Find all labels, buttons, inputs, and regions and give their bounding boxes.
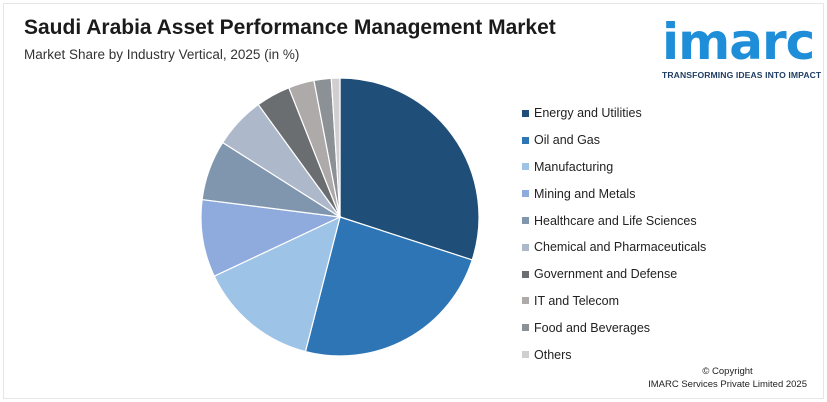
pie-slice-energy-and-utilities <box>339 77 480 261</box>
logo-wordmark: imarc <box>662 13 815 71</box>
legend-label: IT and Telecom <box>534 293 620 308</box>
legend-swatch <box>522 351 529 359</box>
legend-swatch <box>522 324 529 332</box>
chart-frame: Saudi Arabia Asset Performance Managemen… <box>3 3 824 399</box>
pie-slice-others <box>330 77 341 218</box>
chart-legend: Energy and Utilities Oil and Gas Manufactu… <box>522 100 706 368</box>
legend-label: Energy and Utilities <box>534 106 642 121</box>
legend-swatch <box>522 270 529 278</box>
chart-subtitle: Market Share by Industry Vertical, 2025 … <box>24 47 300 62</box>
legend-label: Chemical and Pharmaceuticals <box>534 240 707 255</box>
legend-item: Food and Beverages <box>522 314 706 341</box>
imarc-logo: imarc TRANSFORMING IDEAS INTO IMPACT <box>660 13 822 84</box>
legend-item: IT and Telecom <box>522 288 706 315</box>
legend-swatch <box>522 136 529 144</box>
legend-item: Oil and Gas <box>522 127 706 154</box>
legend-label: Others <box>534 347 572 362</box>
legend-item: Manufacturing <box>522 154 706 181</box>
legend-swatch <box>522 243 529 251</box>
legend-swatch <box>522 190 529 198</box>
legend-swatch <box>522 109 529 117</box>
legend-item: Mining and Metals <box>522 180 706 207</box>
logo-tagline: TRANSFORMING IDEAS INTO IMPACT <box>662 70 822 80</box>
copyright-line: © Copyright <box>702 366 753 377</box>
legend-item: Healthcare and Life Sciences <box>522 207 706 234</box>
legend-label: Manufacturing <box>534 159 614 174</box>
pie-slice-oil-and-gas <box>304 216 473 357</box>
legend-label: Mining and Metals <box>534 186 636 201</box>
legend-swatch <box>522 163 529 171</box>
legend-label: Oil and Gas <box>534 133 601 148</box>
legend-item: Energy and Utilities <box>522 100 706 127</box>
legend-swatch <box>522 217 529 225</box>
legend-label: Government and Defense <box>534 267 678 282</box>
pie-chart <box>200 77 480 357</box>
copyright-company: IMARC Services Private Limited 2025 <box>648 379 807 390</box>
legend-label: Healthcare and Life Sciences <box>534 213 697 228</box>
legend-label: Food and Beverages <box>534 320 651 335</box>
chart-title: Saudi Arabia Asset Performance Managemen… <box>24 16 556 39</box>
pie-slice-manufacturing <box>213 215 341 353</box>
legend-item: Government and Defense <box>522 261 706 288</box>
legend-item: Others <box>522 341 706 368</box>
legend-swatch <box>522 297 529 305</box>
legend-item: Chemical and Pharmaceuticals <box>522 234 706 261</box>
copyright-notice: © Copyright IMARC Services Private Limit… <box>648 365 807 391</box>
